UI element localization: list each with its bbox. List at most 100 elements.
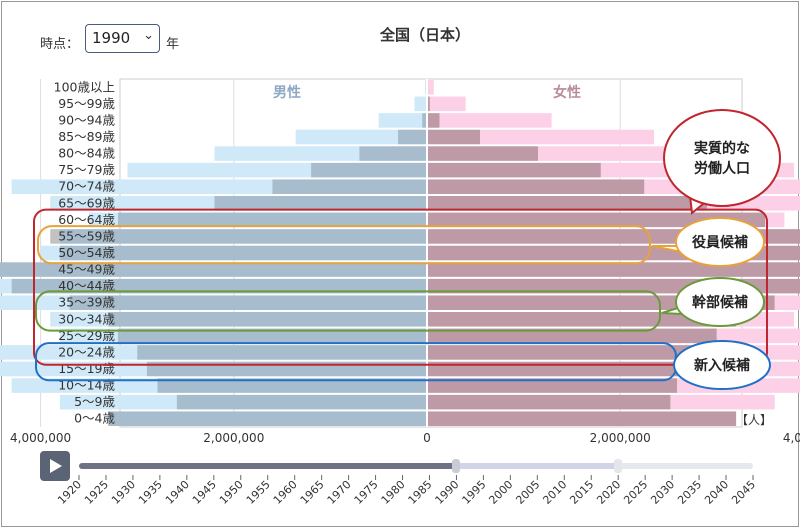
timeline-year-label: 2010 bbox=[540, 478, 569, 507]
female-ghost-bar bbox=[427, 80, 434, 95]
timeline-year-label: 1920 bbox=[55, 478, 84, 507]
male-ghost-bar bbox=[59, 328, 118, 344]
age-label: 50〜54歳 bbox=[58, 245, 115, 260]
timeline-year-label: 2025 bbox=[621, 478, 650, 507]
age-label: 0〜4歳 bbox=[74, 411, 115, 426]
male-series-label: 男性 bbox=[273, 84, 301, 101]
female-bar bbox=[427, 328, 717, 344]
timeline-year-label: 2005 bbox=[513, 478, 542, 507]
callout-new-hire-text: 新入候補 bbox=[694, 357, 750, 374]
timeline-year-label: 1960 bbox=[271, 478, 300, 507]
male-bar bbox=[311, 162, 427, 178]
age-label: 20〜24歳 bbox=[58, 344, 115, 359]
age-label: 25〜29歳 bbox=[58, 328, 115, 343]
timeline-year-label: 1935 bbox=[136, 478, 165, 507]
age-label: 15〜19歳 bbox=[58, 361, 115, 376]
female-bar bbox=[427, 262, 800, 277]
male-bar bbox=[117, 212, 427, 228]
female-bar bbox=[427, 162, 601, 178]
callout-new-hire-bubble bbox=[673, 340, 771, 390]
male-bar bbox=[117, 328, 427, 344]
age-label: 10〜14歳 bbox=[58, 378, 115, 393]
female-bar bbox=[427, 378, 678, 393]
play-button[interactable] bbox=[40, 451, 70, 481]
male-bar bbox=[137, 345, 427, 360]
timeline-year-label: 2020 bbox=[594, 478, 623, 507]
timeline-year-label: 1970 bbox=[325, 478, 354, 507]
age-label: 5〜9歳 bbox=[74, 394, 115, 409]
male-bar bbox=[108, 312, 427, 327]
x-tick-label: 0 bbox=[423, 431, 431, 445]
male-excess-bar bbox=[50, 229, 60, 244]
timeline-year-label: 2035 bbox=[675, 478, 704, 507]
callout-working-age-bubble bbox=[663, 109, 781, 207]
age-label: 55〜59歳 bbox=[58, 228, 115, 243]
year-select-value: 1990 bbox=[92, 29, 131, 47]
female-bar bbox=[427, 394, 671, 410]
age-label: 45〜49歳 bbox=[58, 262, 115, 277]
timeline-slider-handle-end[interactable] bbox=[614, 459, 623, 473]
female-bar bbox=[427, 146, 539, 161]
timeline-year-label: 1945 bbox=[190, 478, 219, 507]
age-label: 70〜74歳 bbox=[58, 179, 115, 194]
male-ghost-bar bbox=[425, 80, 427, 95]
callout-working-age-text: 実質的な bbox=[694, 140, 750, 157]
female-series-label: 女性 bbox=[553, 84, 581, 101]
x-tick-label: 2,000,000 bbox=[590, 431, 651, 445]
timeline-year-label: 1985 bbox=[406, 478, 435, 507]
timeline-year-label: 1930 bbox=[109, 478, 138, 507]
age-label: 100歳以上 bbox=[54, 79, 115, 94]
male-ghost-bar bbox=[11, 378, 158, 393]
timeline-year-label: 1980 bbox=[379, 478, 408, 507]
timeline-year-label: 1965 bbox=[298, 478, 327, 507]
timeline-year-label: 2040 bbox=[702, 478, 731, 507]
male-bar bbox=[272, 179, 427, 194]
timeline-year-label: 2030 bbox=[648, 478, 677, 507]
timeline-slider-range bbox=[456, 463, 619, 469]
timeline-year-label: 1940 bbox=[163, 478, 192, 507]
timeline-year-label: 1975 bbox=[352, 478, 381, 507]
callout-working-age-text: 労働人口 bbox=[694, 160, 750, 177]
callout-manager-bubble bbox=[675, 277, 765, 327]
male-ghost-bar bbox=[295, 129, 399, 145]
executive-candidates-outline bbox=[37, 225, 651, 265]
female-ghost-bar bbox=[765, 212, 785, 228]
male-bar bbox=[359, 146, 427, 161]
male-ghost-bar bbox=[40, 245, 60, 261]
age-label: 40〜44歳 bbox=[58, 278, 115, 293]
male-ghost-bar bbox=[214, 146, 360, 161]
chart-title: 全国（日本） bbox=[379, 26, 470, 44]
year-select[interactable]: 1990 ⌄ bbox=[85, 24, 160, 53]
female-ghost-bar bbox=[774, 295, 800, 310]
female-ghost-bar bbox=[429, 96, 466, 112]
year-unit: 年 bbox=[166, 37, 180, 52]
female-ghost-bar bbox=[480, 129, 655, 145]
male-bar bbox=[0, 262, 428, 277]
male-bar bbox=[176, 394, 427, 410]
timeline-slider-handle[interactable] bbox=[452, 459, 461, 473]
chevron-down-icon: ⌄ bbox=[143, 28, 154, 43]
x-tick-label: 4,000,000 bbox=[10, 431, 71, 445]
male-bar bbox=[69, 295, 427, 310]
age-label: 60〜64歳 bbox=[58, 212, 115, 227]
male-ghost-bar bbox=[127, 162, 312, 178]
timeline-slider-progress bbox=[79, 463, 457, 469]
male-ghost-bar bbox=[378, 113, 423, 128]
timeline-year-label: 2045 bbox=[729, 478, 758, 507]
age-label: 95〜99歳 bbox=[58, 96, 115, 111]
age-label: 30〜34歳 bbox=[58, 311, 115, 326]
timeline-slider[interactable] bbox=[79, 459, 753, 473]
age-label: 90〜94歳 bbox=[58, 112, 115, 127]
play-icon bbox=[50, 459, 62, 473]
female-bar bbox=[427, 179, 645, 194]
manager-candidates-outline bbox=[35, 290, 661, 332]
timeline-year-label: 1990 bbox=[433, 478, 462, 507]
timeline-year-label: 2000 bbox=[486, 478, 515, 507]
male-ghost-bar bbox=[50, 196, 215, 211]
male-ghost-bar bbox=[88, 212, 118, 228]
male-ghost-bar bbox=[414, 96, 427, 112]
female-ghost-bar bbox=[716, 328, 800, 344]
male-ghost-bar bbox=[11, 179, 273, 194]
male-bar bbox=[422, 113, 427, 128]
female-bar bbox=[427, 196, 708, 211]
